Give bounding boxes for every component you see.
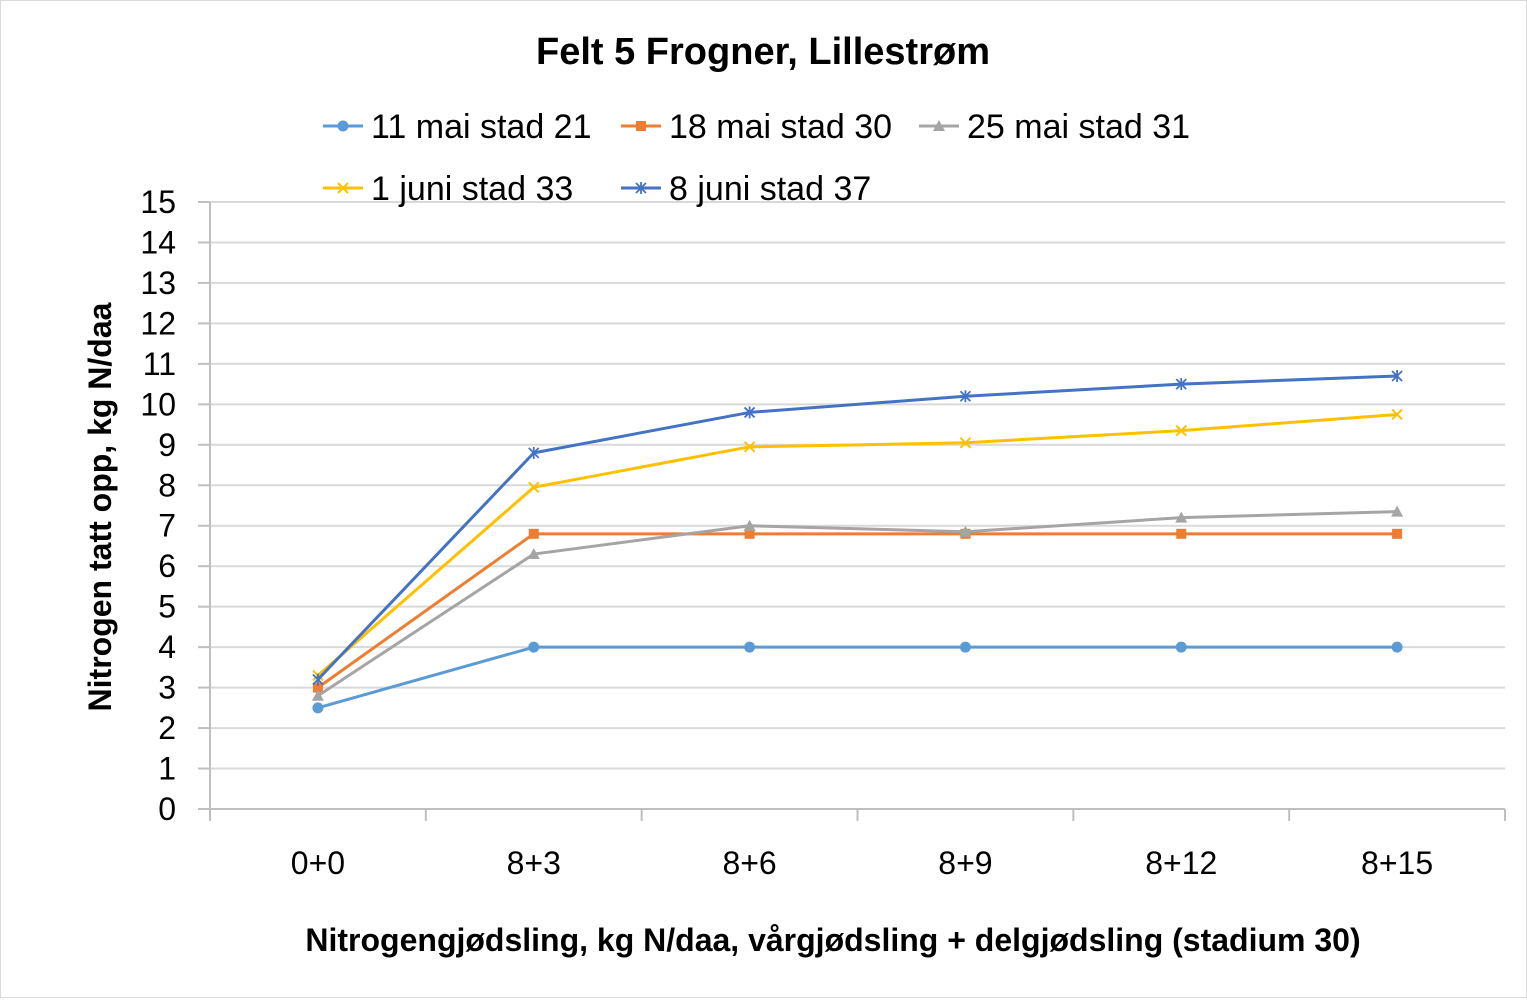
chart-title: Felt 5 Frogner, Lillestrøm — [536, 31, 990, 73]
data-point — [1391, 408, 1403, 421]
legend-marker — [635, 182, 647, 194]
data-point — [528, 528, 539, 539]
legend-marker — [636, 121, 646, 131]
series-line — [317, 510, 1398, 697]
data-point — [1391, 370, 1403, 383]
data-point — [1175, 424, 1187, 437]
x-tick-label: 8+12 — [1145, 845, 1217, 881]
legend-item: 11 mai stad 21 — [323, 108, 592, 146]
y-tick-label: 3 — [158, 670, 176, 706]
series-lines — [311, 370, 1404, 714]
x-axis-title: Nitrogengjødsling, kg N/daa, vårgjødslin… — [305, 922, 1360, 958]
x-tick-label: 8+15 — [1361, 845, 1433, 881]
data-point — [959, 641, 971, 653]
data-point — [312, 673, 324, 686]
series-5 — [312, 370, 1403, 686]
data-point — [312, 702, 324, 714]
legend-item: 25 mai stad 31 — [919, 108, 1190, 146]
data-point — [1391, 641, 1403, 653]
data-point — [743, 406, 756, 419]
data-point — [311, 689, 324, 701]
axes — [198, 201, 1506, 821]
data-point — [743, 519, 756, 531]
series-2 — [312, 528, 1403, 693]
y-tick-label: 12 — [140, 305, 176, 341]
legend-marker — [933, 120, 945, 131]
data-point — [1175, 378, 1187, 391]
x-tick-label: 8+6 — [722, 845, 776, 881]
y-tick-label: 4 — [158, 629, 176, 665]
data-point — [959, 390, 972, 403]
data-point — [743, 441, 756, 453]
series-line — [317, 532, 1398, 689]
data-point — [959, 525, 972, 537]
data-point — [312, 682, 323, 693]
y-tick-label: 15 — [140, 184, 176, 220]
data-point — [744, 641, 756, 653]
legend: 11 mai stad 21 18 mai stad 30 25 mai stad … — [323, 108, 1190, 208]
data-point — [528, 481, 540, 493]
y-axis-title: Nitrogen tatt opp, kg N/daa — [82, 302, 118, 711]
legend-label: 18 mai stad 30 — [669, 108, 892, 146]
x-tick-labels: 0+0 8+3 8+6 8+9 8+12 8+15 — [291, 845, 1433, 881]
x-tick-label: 8+3 — [507, 845, 561, 881]
y-tick-label: 6 — [158, 548, 176, 584]
data-point — [1175, 511, 1188, 523]
data-point — [1392, 528, 1403, 539]
legend-item: 18 mai stad 30 — [621, 108, 892, 146]
legend-item: 1 juni stad 33 — [323, 170, 573, 208]
y-tick-label: 1 — [158, 751, 176, 787]
y-tick-label: 0 — [158, 791, 176, 827]
legend-label: 11 mai stad 21 — [371, 108, 592, 146]
y-tick-label: 5 — [158, 589, 176, 625]
data-point — [959, 437, 972, 449]
data-point — [1176, 528, 1187, 539]
data-point — [528, 446, 540, 459]
y-tick-label: 7 — [158, 508, 176, 544]
data-point — [1391, 505, 1404, 517]
x-tick-label: 0+0 — [291, 845, 345, 881]
series-3 — [311, 505, 1404, 701]
series-1 — [312, 641, 1403, 714]
legend-label: 1 juni stad 33 — [371, 170, 573, 208]
series-line — [316, 374, 1398, 681]
data-point — [1175, 641, 1187, 653]
y-tick-label: 8 — [158, 467, 176, 503]
legend-label: 25 mai stad 31 — [967, 108, 1190, 146]
y-tick-label: 14 — [140, 224, 176, 260]
y-tick-label: 9 — [158, 427, 176, 463]
legend-marker — [337, 120, 349, 132]
y-tick-label: 2 — [158, 710, 176, 746]
y-tick-label: 13 — [140, 265, 176, 301]
data-point — [744, 528, 755, 539]
series-line — [317, 645, 1398, 710]
x-tick-label: 8+9 — [938, 845, 992, 881]
legend-item: 8 juni stad 37 — [621, 170, 871, 208]
data-point — [528, 641, 540, 653]
data-point — [527, 548, 540, 560]
legend-label: 8 juni stad 37 — [669, 170, 871, 208]
series-4 — [312, 408, 1403, 682]
series-line — [316, 412, 1398, 677]
y-tick-label: 10 — [140, 386, 176, 422]
y-tick-label: 11 — [143, 346, 176, 382]
legend-marker — [337, 182, 349, 194]
